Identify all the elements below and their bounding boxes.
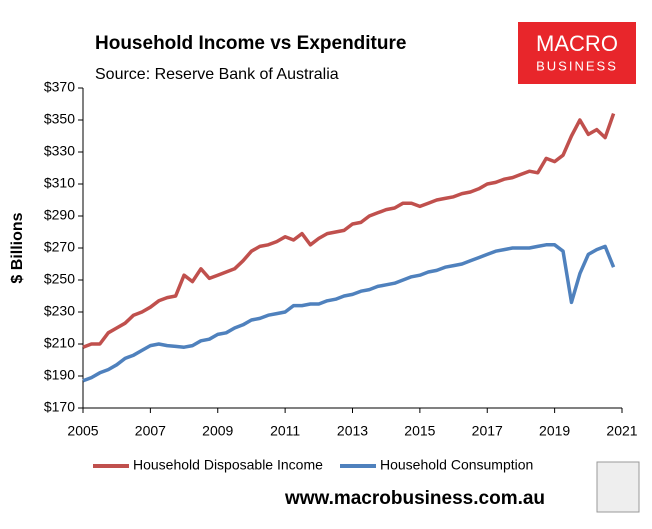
y-tick-label: $230 bbox=[44, 303, 75, 319]
y-tick-label: $330 bbox=[44, 143, 75, 159]
y-tick-label: $170 bbox=[44, 399, 75, 415]
x-tick-label: 2009 bbox=[202, 423, 233, 439]
y-tick-label: $370 bbox=[44, 79, 75, 95]
y-axis-label: $ Billions bbox=[9, 212, 26, 283]
x-tick-label: 2013 bbox=[337, 423, 368, 439]
brand-logo bbox=[518, 22, 636, 84]
line-series bbox=[82, 113, 616, 349]
y-tick-label: $190 bbox=[44, 367, 75, 383]
y-tick-label: $250 bbox=[44, 271, 75, 287]
x-tick-label: 2005 bbox=[67, 423, 98, 439]
chart-title: Household Income vs Expenditure bbox=[95, 33, 406, 54]
y-tick-label: $350 bbox=[44, 111, 75, 127]
y-tick-label: $310 bbox=[44, 175, 75, 191]
y-tick-label: $210 bbox=[44, 335, 75, 351]
wolf-icon bbox=[596, 461, 640, 513]
x-tick-label: 2017 bbox=[472, 423, 503, 439]
y-tick-label: $270 bbox=[44, 239, 75, 255]
legend-label: Household Consumption bbox=[380, 457, 533, 473]
x-tick-label: 2011 bbox=[270, 423, 300, 439]
legend-label: Household Disposable Income bbox=[133, 457, 323, 473]
footer: www.macrobusiness.com.au bbox=[284, 488, 545, 509]
x-tick-label: 2015 bbox=[404, 423, 435, 439]
chart-subtitle: Source: Reserve Bank of Australia bbox=[95, 66, 339, 83]
x-tick-label: 2007 bbox=[135, 423, 166, 439]
y-tick-label: $290 bbox=[44, 207, 75, 223]
brand-line1: MACRO bbox=[536, 31, 618, 56]
brand-line2: BUSINESS bbox=[536, 58, 618, 73]
x-tick-label: 2019 bbox=[539, 423, 570, 439]
line-series bbox=[82, 243, 616, 383]
x-tick-label: 2021 bbox=[606, 423, 637, 439]
